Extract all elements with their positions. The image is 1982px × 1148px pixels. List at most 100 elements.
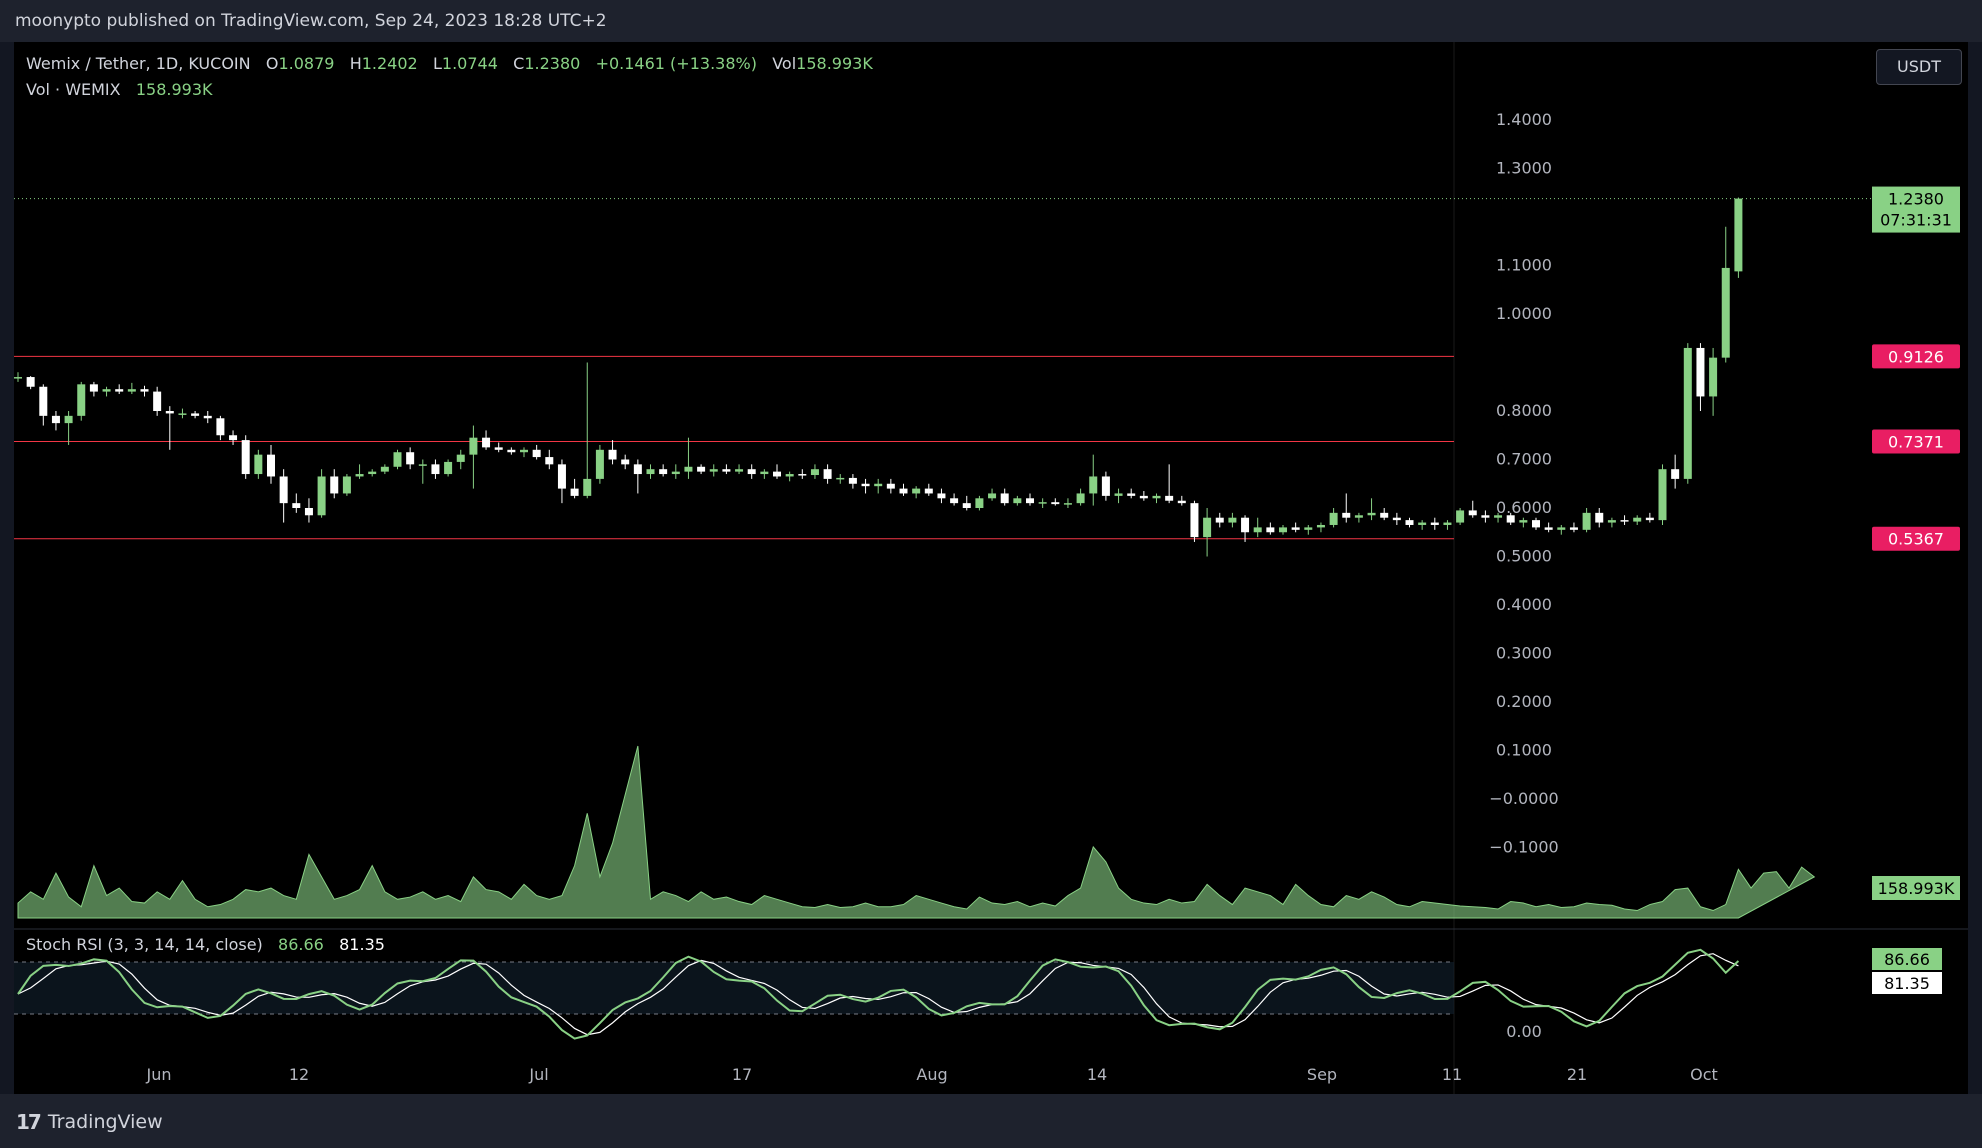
candle-body [1127, 493, 1136, 496]
candle-body [861, 483, 870, 487]
candle-body [342, 476, 351, 494]
candle-body [153, 391, 162, 411]
candle-body [482, 437, 491, 448]
candle-body [368, 471, 377, 475]
publish-header: moonypto published on TradingView.com, S… [0, 0, 1982, 42]
candle-body [102, 389, 111, 392]
price-tick-label: −0.0000 [1489, 789, 1558, 808]
rsi-tick-label: 0.00 [1506, 1022, 1542, 1041]
chart-area[interactable]: 1.4000 1.3000 1.1000 1.0000 0.8000 0.7000 0.60… [14, 42, 1968, 1094]
candle-body [241, 440, 250, 475]
rsi-d-tag-label: 81.35 [1884, 974, 1930, 993]
candle-body [406, 452, 415, 465]
candle-body [874, 483, 883, 487]
candle-body [1114, 493, 1123, 496]
price-tick-label: 0.8000 [1496, 401, 1552, 420]
candle-body [520, 449, 528, 453]
price-tick-label: 1.1000 [1496, 256, 1552, 275]
time-tick-label: 14 [1087, 1065, 1107, 1084]
candle-body [1380, 512, 1389, 518]
rsi-k-tag-label: 86.66 [1884, 950, 1930, 969]
candle-body [633, 464, 642, 475]
candle-body [1316, 524, 1325, 528]
stoch-rsi-d: 81.35 [339, 935, 385, 954]
candle-body [1165, 495, 1174, 501]
candle-body [507, 449, 516, 453]
support-level-tag [1872, 344, 1960, 369]
candle-body [950, 498, 959, 504]
time-tick-label: 21 [1567, 1065, 1587, 1084]
candle-body [697, 466, 706, 472]
price-tick-label: 1.3000 [1496, 159, 1552, 178]
time-tick-label: Aug [916, 1065, 947, 1084]
currency-button[interactable]: USDT [1876, 49, 1962, 85]
candle-body [1279, 527, 1287, 533]
tradingview-logo[interactable]: 17 TradingView [16, 1110, 163, 1134]
candle-body [1101, 476, 1110, 496]
candle-body [191, 413, 200, 416]
footer-bar [0, 1094, 1982, 1148]
candle-body [659, 469, 668, 475]
candle-body [583, 478, 592, 496]
candle-body [1089, 476, 1098, 494]
candle-body [735, 469, 744, 472]
candle-body [1721, 267, 1730, 358]
last-price-tag [1872, 186, 1960, 233]
candle-body [1658, 469, 1667, 521]
candle-body [304, 508, 313, 516]
candle-body [469, 437, 478, 455]
rsi-band [14, 962, 1454, 1014]
candle-body [975, 498, 984, 508]
candlestick-chart[interactable]: 1.4000 1.3000 1.1000 1.0000 0.8000 0.7000 0.60… [14, 42, 1968, 1094]
candle-body [39, 386, 48, 416]
time-tick-label: Jul [528, 1065, 548, 1084]
candle-body [1671, 469, 1680, 479]
publish-text: moonypto published on TradingView.com, S… [15, 11, 607, 31]
candle-body [1595, 512, 1604, 523]
candle-body [1430, 522, 1439, 525]
candle-body [1443, 522, 1452, 525]
candle-body [115, 389, 124, 392]
stoch-rsi-k-line [17, 948, 1740, 1040]
vol-series-label: Vol · WEMIX [26, 80, 121, 99]
candle-body [431, 464, 440, 475]
candle-body [127, 389, 136, 392]
candle-body [962, 503, 971, 508]
rsi-k-tag [1872, 948, 1942, 970]
candle-body [1013, 498, 1022, 504]
candle-body [570, 488, 579, 496]
candle-body [924, 488, 933, 494]
candle-body [608, 449, 617, 460]
change-value: +0.1461 (+13.38%) [595, 54, 757, 73]
candle-body [393, 452, 402, 467]
price-tick-label: 0.2000 [1496, 692, 1552, 711]
candle-body [798, 474, 807, 476]
volume-area [17, 745, 1816, 919]
candle-body [1228, 517, 1237, 523]
candle-body [64, 415, 73, 424]
price-tick-label: 0.6000 [1496, 498, 1552, 517]
candle-body [1709, 357, 1718, 397]
candle-body [380, 466, 389, 472]
candle-body [267, 454, 275, 477]
time-tick-label: Oct [1690, 1065, 1718, 1084]
tradingview-logo-icon: 17 [16, 1110, 42, 1134]
candle-body [1392, 517, 1401, 521]
candle-body [1696, 347, 1705, 397]
rsi-d-tag [1872, 972, 1942, 994]
candle-body [722, 469, 731, 472]
candle-body [747, 469, 756, 475]
candle-body [1304, 527, 1313, 530]
candle-body [773, 471, 781, 477]
candle-body [646, 469, 655, 475]
support-level-tag [1872, 429, 1960, 454]
candle-body [165, 411, 174, 414]
candle-body [1291, 527, 1300, 530]
candle-body [1190, 503, 1199, 538]
candle-body [684, 466, 693, 472]
candle-body [1038, 502, 1047, 504]
candle-body [203, 415, 212, 419]
candle-body [1734, 198, 1743, 272]
candle-body [545, 457, 554, 465]
candle-body [1026, 498, 1034, 504]
